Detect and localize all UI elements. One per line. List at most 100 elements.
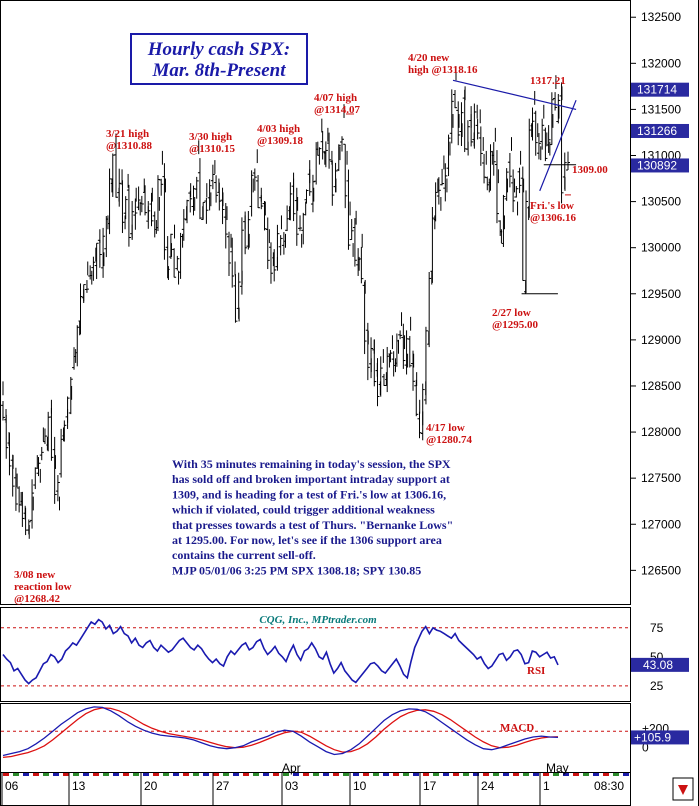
macd-tick-label: 0 [642, 741, 649, 755]
price-tag-box [631, 158, 689, 173]
x-tick-label: 03 [285, 779, 299, 793]
x-month-label: Apr [282, 761, 301, 775]
macd-panel: +2000+105.9 [1, 706, 689, 759]
x-clock-label: 08:30 [594, 779, 624, 793]
macd-signal-line [2, 707, 559, 759]
price-tag-box [631, 123, 689, 138]
session-stripe [183, 773, 189, 776]
commentary-line: contains the current sell-off. [172, 548, 316, 562]
session-stripe [413, 773, 419, 776]
session-stripe [193, 773, 199, 776]
session-stripe [83, 773, 89, 776]
price-tag-label: 131266 [637, 124, 677, 138]
price-tick-label: 131500 [641, 102, 681, 116]
commentary-line: which if violated, could trigger additio… [172, 503, 435, 517]
session-stripe [33, 773, 39, 776]
annotation-3-30-high: 3/30 high @1310.15 [189, 131, 235, 155]
session-stripe [613, 773, 619, 776]
session-stripe [273, 773, 279, 776]
session-stripe [333, 773, 339, 776]
macd-current-tag: +105.9 [634, 730, 671, 744]
session-stripe [253, 773, 259, 776]
session-stripe [373, 773, 379, 776]
chart-title-line-2: Mar. 8th-Present [151, 60, 286, 81]
session-stripe [583, 773, 589, 776]
rsi-current-tag: 43.08 [643, 658, 673, 672]
x-month-label: May [546, 761, 569, 775]
session-stripe [3, 773, 9, 776]
commentary-text: With 35 minutes remaining in today's ses… [172, 457, 453, 577]
price-panel-frame [0, 0, 631, 605]
trendline [539, 99, 577, 192]
session-stripe [383, 773, 389, 776]
session-stripe [563, 773, 569, 776]
session-stripe [153, 773, 159, 776]
annotation-4-07-high: 4/07 high @1314.07 [314, 92, 360, 116]
annotation-4-20-high: 4/20 new high @1318.16 [408, 52, 478, 76]
chart-title-box: Hourly cash SPX: Mar. 8th-Present [130, 33, 308, 85]
rsi-line [2, 618, 559, 685]
annotations: 3/08 new reaction low @1268.42 3/21 high… [14, 52, 608, 605]
commentary-line: MJP 05/01/06 3:25 PM SPX 1308.18; SPY 13… [172, 563, 421, 577]
scroll-arrow-icon[interactable] [672, 777, 694, 801]
session-stripe [353, 773, 359, 776]
session-stripe [593, 773, 599, 776]
session-stripe [313, 773, 319, 776]
session-stripe [603, 773, 609, 776]
session-stripe [103, 773, 109, 776]
annotation-3-21-high: 3/21 high @1310.88 [106, 128, 152, 152]
x-tick-label: 1 [543, 779, 550, 793]
annotation-3-08-low: 3/08 new reaction low @1268.42 [14, 569, 74, 605]
price-tag-label: 131714 [637, 83, 677, 97]
chart-title-line-1: Hourly cash SPX: [147, 39, 291, 60]
x-tick-label: 13 [72, 779, 86, 793]
session-stripe [323, 773, 329, 776]
session-stripe [443, 773, 449, 776]
price-axis: 126500 127000 127500 128000 128500 129000 1295… [630, 10, 681, 577]
price-bars [1, 66, 570, 539]
session-stripe [483, 773, 489, 776]
x-axis-frame [0, 772, 631, 806]
session-stripe [433, 773, 439, 776]
session-stripe [533, 773, 539, 776]
x-tick-label: 27 [216, 779, 230, 793]
session-stripe [203, 773, 209, 776]
annotation-1309-00: 1309.00 [572, 164, 608, 176]
annotation-2-27-low: 2/27 low @1295.00 [492, 307, 538, 331]
session-stripe [473, 773, 479, 776]
session-stripe [393, 773, 399, 776]
session-stripe [463, 773, 469, 776]
macd-label: MACD [500, 722, 534, 734]
session-stripe [553, 773, 559, 776]
session-stripe [123, 773, 129, 776]
macd-panel-frame [0, 703, 631, 778]
trendline [452, 79, 577, 110]
x-axis: 06 13 20 27 03 10 17 24 1 Apr May 08:30 [1, 761, 629, 805]
price-overlay [346, 79, 577, 295]
session-stripe [63, 773, 69, 776]
commentary-line: that presses towards a test of Thurs. "B… [172, 518, 453, 532]
price-tag-label: 130892 [637, 158, 677, 172]
price-tick-label: 129000 [641, 333, 681, 347]
session-stripe [453, 773, 459, 776]
x-tick-label: 20 [144, 779, 158, 793]
price-tick-label: 128500 [641, 379, 681, 393]
session-stripe [243, 773, 249, 776]
session-stripe [283, 773, 289, 776]
x-tick-label: 17 [423, 779, 437, 793]
session-stripe [343, 773, 349, 776]
commentary-line: With 35 minutes remaining in today's ses… [172, 457, 451, 471]
rsi-current-tag-box [631, 657, 689, 672]
session-stripe [623, 773, 629, 776]
session-stripe [423, 773, 429, 776]
session-stripe [223, 773, 229, 776]
annotation-4-17-low: 4/17 low @1280.74 [426, 422, 472, 446]
commentary-line: 1309, and is heading for a test of Fri.'… [172, 487, 446, 501]
annotation-fri-low: Fri.'s low @1306.16 [530, 200, 577, 224]
credit-text: CQG, Inc., MPtrader.com [259, 614, 377, 626]
price-tick-label: 130000 [641, 241, 681, 255]
session-stripe [133, 773, 139, 776]
